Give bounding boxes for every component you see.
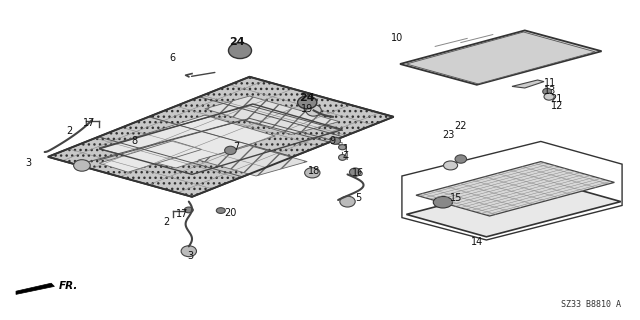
Text: 17: 17 <box>176 209 189 220</box>
Ellipse shape <box>339 145 346 150</box>
Ellipse shape <box>216 208 225 213</box>
Text: 24: 24 <box>229 36 244 47</box>
Polygon shape <box>198 146 307 176</box>
Text: 6: 6 <box>170 52 176 63</box>
Text: 23: 23 <box>442 130 454 140</box>
Ellipse shape <box>298 96 317 109</box>
Ellipse shape <box>349 168 361 176</box>
Ellipse shape <box>544 93 554 100</box>
Text: 21: 21 <box>550 94 563 104</box>
Ellipse shape <box>225 146 236 155</box>
Ellipse shape <box>181 246 196 257</box>
Text: 10: 10 <box>390 33 403 44</box>
Text: 22: 22 <box>454 121 467 132</box>
Text: 9: 9 <box>330 136 336 146</box>
Text: 15: 15 <box>449 193 462 204</box>
Ellipse shape <box>184 207 193 213</box>
Text: 2: 2 <box>66 126 72 136</box>
Ellipse shape <box>339 155 346 160</box>
Polygon shape <box>406 32 595 84</box>
Text: 8: 8 <box>131 136 138 146</box>
Polygon shape <box>400 30 602 85</box>
Polygon shape <box>205 96 339 134</box>
Polygon shape <box>48 77 394 197</box>
Polygon shape <box>99 115 275 168</box>
Text: 20: 20 <box>224 208 237 218</box>
Text: 16: 16 <box>352 168 365 178</box>
Ellipse shape <box>455 155 467 163</box>
Ellipse shape <box>330 137 340 144</box>
Ellipse shape <box>74 160 90 171</box>
Text: 4: 4 <box>342 152 349 162</box>
Ellipse shape <box>433 196 452 208</box>
Ellipse shape <box>306 105 321 116</box>
Text: 11: 11 <box>544 78 557 88</box>
Ellipse shape <box>228 43 252 59</box>
Polygon shape <box>406 179 621 237</box>
Ellipse shape <box>444 161 458 170</box>
Text: 7: 7 <box>234 142 240 152</box>
Text: 1: 1 <box>342 144 349 154</box>
Text: 3: 3 <box>26 158 32 168</box>
Ellipse shape <box>543 88 552 95</box>
Polygon shape <box>99 141 202 172</box>
Ellipse shape <box>340 196 355 207</box>
Text: FR.: FR. <box>59 281 78 292</box>
Text: 13: 13 <box>544 86 557 96</box>
Polygon shape <box>512 80 544 88</box>
Text: 3: 3 <box>188 251 194 261</box>
Text: 17: 17 <box>83 118 96 128</box>
Ellipse shape <box>305 168 320 178</box>
Polygon shape <box>416 162 614 216</box>
Text: 12: 12 <box>550 101 563 111</box>
Text: 19: 19 <box>301 104 314 114</box>
Text: 5: 5 <box>355 193 362 204</box>
Text: SZ33 B8810 A: SZ33 B8810 A <box>561 300 621 309</box>
Text: 24: 24 <box>300 92 315 103</box>
Polygon shape <box>16 283 54 294</box>
Text: 2: 2 <box>163 217 170 228</box>
Text: 18: 18 <box>307 166 320 176</box>
Text: 14: 14 <box>470 236 483 247</box>
